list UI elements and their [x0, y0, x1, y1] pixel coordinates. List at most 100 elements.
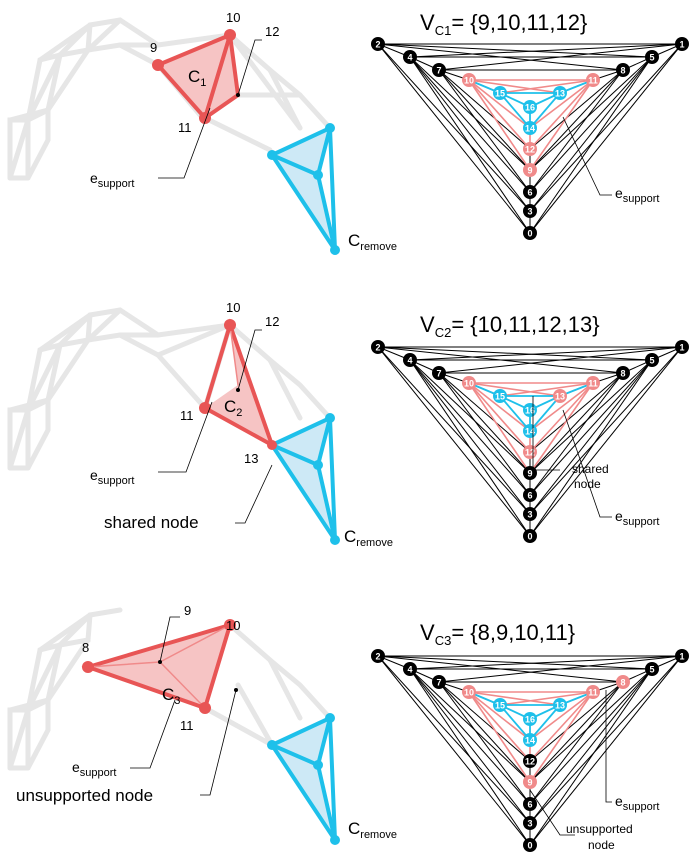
- graph-edge: [409, 359, 531, 537]
- graph-edge: [409, 56, 531, 234]
- panel-1: 9 10 12 11 C1 esupport Cremove VC1= {9,1…: [7, 10, 689, 255]
- graph-node: 9: [523, 466, 537, 480]
- graph-edge-cluster: [529, 691, 594, 741]
- graph-edge-remove: [529, 92, 561, 129]
- graph-node-circle: [403, 50, 417, 64]
- graph-node-label: 7: [436, 678, 441, 688]
- graph-node-circle: [432, 366, 446, 380]
- graph-edge-cluster: [468, 691, 531, 762]
- graph-node: 2: [371, 340, 385, 354]
- graph-edge: [438, 69, 531, 150]
- graph-edge: [438, 681, 531, 783]
- remove-label: Cremove: [344, 527, 393, 549]
- graph-node-label: 9: [527, 166, 532, 176]
- graph-node-label: 12: [525, 757, 535, 767]
- graph-node: 10: [462, 685, 476, 699]
- graph-node: 7: [432, 675, 446, 689]
- graph-node: 15: [493, 86, 507, 100]
- graph-edge-cluster: [529, 79, 594, 150]
- graph-node-label: 10: [464, 688, 474, 698]
- graph-edge: [529, 668, 653, 805]
- graph-node-circle: [371, 340, 385, 354]
- graph-node: 1: [675, 340, 689, 354]
- graph-edge-cluster: [468, 691, 561, 706]
- label-8: 8: [82, 640, 89, 655]
- graph-node-label: 15: [495, 701, 505, 711]
- graph-edge: [409, 359, 531, 474]
- graph-node-label: 3: [527, 819, 532, 829]
- graph-node: 5: [645, 353, 659, 367]
- panel-3: 8 9 10 11 C3 esupport unsupported node C…: [7, 603, 689, 852]
- graph-node-label: 16: [525, 715, 535, 725]
- graph-node-label: 8: [620, 678, 625, 688]
- graph-edge: [409, 359, 531, 515]
- graph-node-label: 5: [649, 53, 654, 63]
- graph-edge: [409, 56, 531, 171]
- graph-node-label: 2: [375, 40, 380, 50]
- graph-node-circle: [523, 816, 537, 830]
- graph-node-label: 14: [525, 736, 535, 746]
- graph-edge-cluster: [529, 691, 594, 783]
- graph-node-circle: [675, 37, 689, 51]
- graph-1-annotations: esupport: [562, 116, 660, 205]
- graph-edge: [529, 372, 624, 496]
- graph-edge-remove: [499, 395, 531, 432]
- graph-edge: [409, 56, 531, 193]
- graph-edge: [377, 43, 653, 58]
- graph-edge: [438, 69, 531, 171]
- graph-node-circle: [462, 685, 476, 699]
- graph-node-circle: [553, 698, 567, 712]
- graph-node-label: 13: [555, 392, 565, 402]
- graph-node: 15: [493, 698, 507, 712]
- red-cluster: [199, 318, 277, 450]
- graph-edge: [409, 56, 531, 212]
- graph-node: 16: [523, 712, 537, 726]
- graph-node-circle: [523, 529, 537, 543]
- graph-edge: [529, 372, 624, 453]
- graph-node-label: 1: [679, 652, 684, 662]
- graph-node: 13: [553, 389, 567, 403]
- graph-node: 1: [675, 37, 689, 51]
- graph-support-label: esupport: [615, 185, 660, 205]
- graph-node: 6: [523, 185, 537, 199]
- graph-node-circle: [493, 389, 507, 403]
- graph-edge: [438, 681, 531, 805]
- graph-2-annotations: shared node esupport: [532, 396, 660, 528]
- graph-edge: [529, 372, 624, 474]
- graph-node-circle: [523, 226, 537, 240]
- graph-edge: [409, 346, 683, 361]
- graph-edge-cluster: [468, 691, 531, 741]
- graph-edge-cluster: [468, 382, 531, 453]
- graph-edge-cluster: [529, 79, 594, 129]
- cluster-label: C1: [188, 67, 206, 89]
- graph-node-circle: [523, 163, 537, 177]
- graph-3-annotations: esupport unsupported node: [529, 690, 660, 852]
- graph-node-label: 12: [525, 448, 535, 458]
- graph-node: 4: [403, 662, 417, 676]
- graph-edge-cluster: [529, 691, 594, 762]
- graph-node-label: 11: [588, 379, 598, 389]
- graph-node: 11: [586, 73, 600, 87]
- graph-node: 6: [523, 797, 537, 811]
- graph-node-label: 1: [679, 343, 684, 353]
- graph-node-circle: [523, 507, 537, 521]
- graph-edge: [377, 346, 531, 537]
- graph-edge: [529, 43, 683, 212]
- structure-labels: 10 12 11 13 C2 esupport shared node Crem…: [90, 300, 393, 549]
- graph-edge: [529, 681, 624, 783]
- graph-node-label: 15: [495, 392, 505, 402]
- graph-node-circle: [462, 376, 476, 390]
- graph-edge: [377, 655, 531, 846]
- title-2: VC2= {10,11,12,13}: [420, 312, 600, 340]
- blue-cluster: [267, 713, 340, 845]
- panel-2: 10 12 11 13 C2 esupport shared node Crem…: [7, 300, 689, 549]
- remove-label: Cremove: [348, 819, 397, 841]
- graph-edge: [529, 681, 624, 805]
- graph-edge: [529, 56, 653, 212]
- blue-cluster: [270, 413, 340, 545]
- support-label: esupport: [90, 170, 135, 190]
- structure-labels: 9 10 12 11 C1 esupport Cremove: [90, 10, 397, 253]
- blue-cluster: [267, 123, 340, 255]
- structure-1: 9 10 12 11 C1 esupport Cremove: [7, 10, 397, 255]
- graph-node-label: 16: [525, 103, 535, 113]
